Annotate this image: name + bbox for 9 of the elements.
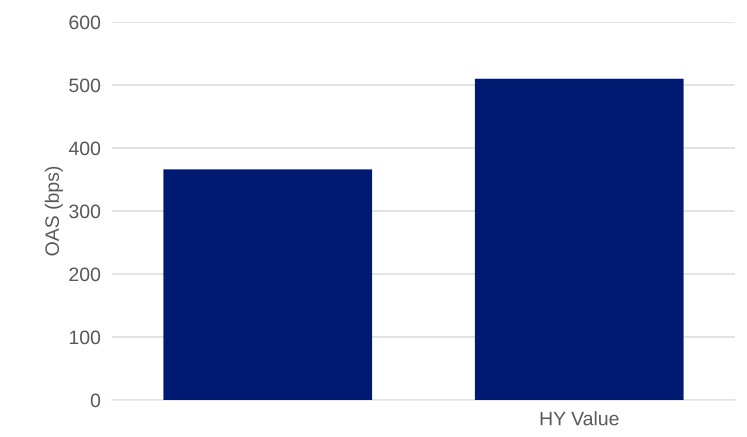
y-tick-label: 300 (69, 204, 100, 218)
y-tick-label: 100 (70, 330, 100, 344)
y-tick-label: 500 (69, 78, 100, 92)
y-axis-title: OAS (bps) (44, 166, 63, 256)
y-tick-label: 600 (69, 15, 100, 30)
y-tick-label: 200 (69, 267, 100, 282)
y-tick-label: 0 (90, 393, 100, 408)
y-tick-label: 400 (68, 141, 100, 156)
x-tick-label: HY Value (540, 411, 619, 426)
